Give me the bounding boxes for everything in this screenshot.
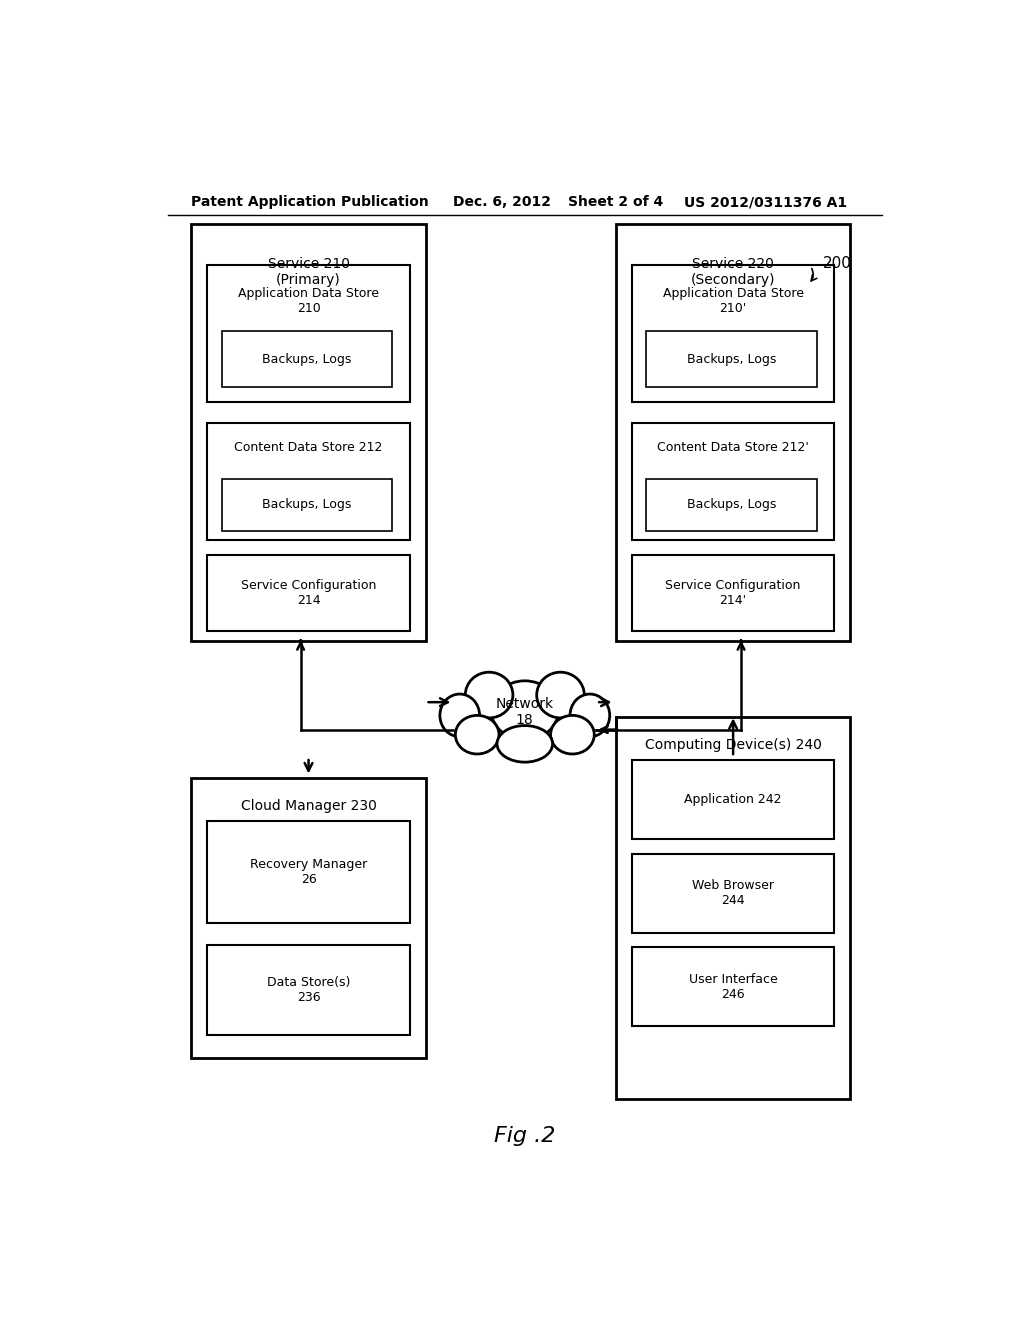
Text: Backups, Logs: Backups, Logs bbox=[262, 352, 351, 366]
FancyBboxPatch shape bbox=[207, 945, 410, 1035]
Text: US 2012/0311376 A1: US 2012/0311376 A1 bbox=[684, 195, 847, 209]
Ellipse shape bbox=[492, 681, 558, 739]
Text: Fig .2: Fig .2 bbox=[495, 1126, 555, 1146]
FancyBboxPatch shape bbox=[646, 331, 817, 387]
Text: Content Data Store 212: Content Data Store 212 bbox=[234, 441, 383, 454]
FancyBboxPatch shape bbox=[646, 479, 817, 532]
FancyBboxPatch shape bbox=[632, 265, 835, 403]
Text: Application Data Store
210: Application Data Store 210 bbox=[238, 288, 379, 315]
FancyBboxPatch shape bbox=[616, 224, 850, 642]
Ellipse shape bbox=[537, 672, 585, 718]
Text: Service Configuration
214: Service Configuration 214 bbox=[241, 579, 376, 607]
FancyBboxPatch shape bbox=[632, 854, 835, 933]
FancyBboxPatch shape bbox=[632, 554, 835, 631]
Text: Computing Device(s) 240: Computing Device(s) 240 bbox=[645, 738, 821, 752]
FancyBboxPatch shape bbox=[632, 948, 835, 1027]
FancyBboxPatch shape bbox=[221, 331, 392, 387]
FancyBboxPatch shape bbox=[221, 479, 392, 532]
FancyBboxPatch shape bbox=[207, 821, 410, 923]
FancyBboxPatch shape bbox=[191, 224, 426, 642]
Text: Backups, Logs: Backups, Logs bbox=[687, 352, 776, 366]
Text: Patent Application Publication: Patent Application Publication bbox=[191, 195, 429, 209]
Text: Backups, Logs: Backups, Logs bbox=[687, 499, 776, 511]
Text: 200: 200 bbox=[822, 256, 851, 271]
Ellipse shape bbox=[465, 672, 513, 718]
Text: Application 242: Application 242 bbox=[684, 793, 782, 807]
Text: Network
18: Network 18 bbox=[496, 697, 554, 727]
FancyBboxPatch shape bbox=[191, 779, 426, 1057]
Text: Content Data Store 212': Content Data Store 212' bbox=[657, 441, 809, 454]
Text: Recovery Manager
26: Recovery Manager 26 bbox=[250, 858, 368, 886]
Ellipse shape bbox=[497, 726, 553, 762]
FancyBboxPatch shape bbox=[207, 265, 410, 403]
Text: Web Browser
244: Web Browser 244 bbox=[692, 879, 774, 907]
FancyBboxPatch shape bbox=[207, 422, 410, 540]
FancyBboxPatch shape bbox=[632, 422, 835, 540]
Ellipse shape bbox=[440, 694, 479, 737]
Text: User Interface
246: User Interface 246 bbox=[689, 973, 777, 1001]
FancyBboxPatch shape bbox=[632, 760, 835, 840]
FancyBboxPatch shape bbox=[616, 718, 850, 1098]
Ellipse shape bbox=[551, 715, 594, 754]
Ellipse shape bbox=[570, 694, 609, 737]
Text: Service 210
(Primary): Service 210 (Primary) bbox=[267, 257, 349, 288]
Text: Cloud Manager 230: Cloud Manager 230 bbox=[241, 799, 377, 813]
Text: Data Store(s)
236: Data Store(s) 236 bbox=[267, 975, 350, 1003]
Text: Backups, Logs: Backups, Logs bbox=[262, 499, 351, 511]
Ellipse shape bbox=[456, 715, 499, 754]
Text: Dec. 6, 2012: Dec. 6, 2012 bbox=[454, 195, 551, 209]
Text: Service Configuration
214': Service Configuration 214' bbox=[666, 579, 801, 607]
Text: Service 220
(Secondary): Service 220 (Secondary) bbox=[691, 257, 775, 288]
FancyBboxPatch shape bbox=[207, 554, 410, 631]
Text: Application Data Store
210': Application Data Store 210' bbox=[663, 288, 804, 315]
Text: Sheet 2 of 4: Sheet 2 of 4 bbox=[568, 195, 664, 209]
